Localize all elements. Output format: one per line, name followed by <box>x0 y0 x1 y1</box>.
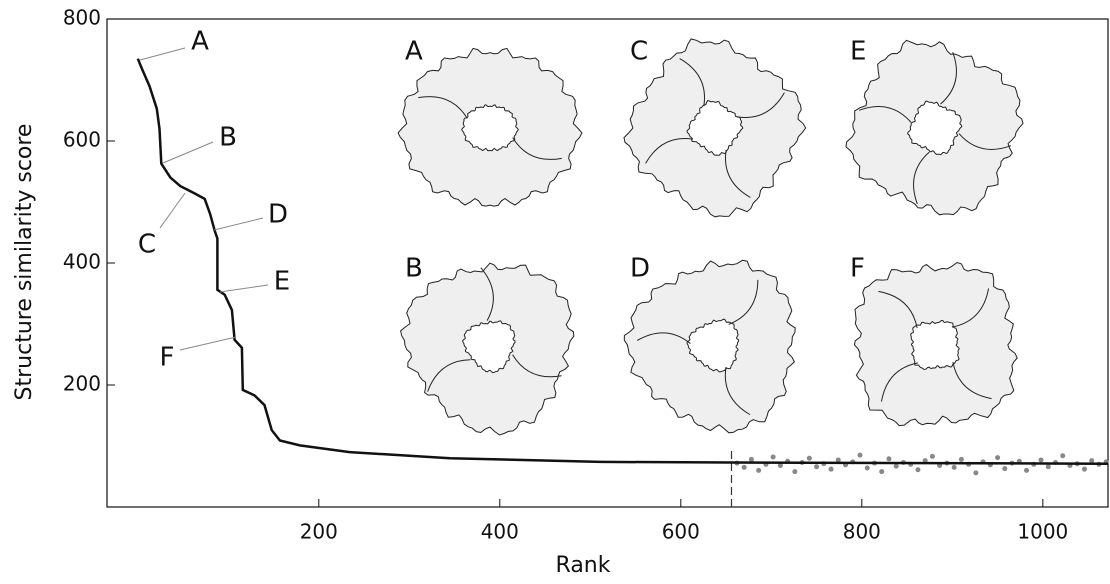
inset-shape <box>845 39 1024 216</box>
scatter-point <box>777 463 783 469</box>
inset-divider <box>952 361 992 400</box>
scatter-point <box>1081 466 1087 472</box>
inset-divider <box>736 92 785 118</box>
inset-shape <box>853 261 1018 427</box>
scatter-point <box>864 465 870 471</box>
scatter-point <box>1002 466 1008 472</box>
x-tick-label: 1000 <box>1017 520 1068 544</box>
y-axis-label: Structure similarity score <box>12 124 37 401</box>
annotation-label: A <box>191 27 209 57</box>
x-axis-label: Rank <box>556 553 611 578</box>
scatter-point <box>951 464 957 470</box>
inset-divider <box>951 288 990 328</box>
score-curve <box>136 58 1109 465</box>
scatter-point <box>973 470 979 476</box>
inset-divider <box>418 96 468 119</box>
inset-divider <box>728 279 759 325</box>
inset-divider <box>725 149 751 198</box>
annotation-label: D <box>268 200 288 230</box>
inset-divider <box>512 137 562 160</box>
inset-label: C <box>630 37 648 67</box>
scatter-point <box>929 453 935 459</box>
inset-divider <box>940 51 957 105</box>
inset-divider <box>636 332 691 344</box>
scatter-point <box>1045 464 1051 470</box>
scatter-point <box>915 467 921 473</box>
annotation-label: E <box>274 267 290 297</box>
x-tick-label: 600 <box>662 520 700 544</box>
inset-divider <box>427 359 471 392</box>
inset-divider <box>679 58 705 107</box>
x-tick-label: 800 <box>843 520 881 544</box>
scatter-point <box>1089 458 1095 464</box>
inset-divider <box>480 267 494 321</box>
inset-divider <box>645 138 694 164</box>
y-tick-label: 200 <box>63 372 101 396</box>
scatter-point <box>828 466 834 472</box>
inset-label: B <box>405 254 423 284</box>
scatter-point <box>879 469 885 475</box>
annotation-leader <box>219 284 269 293</box>
scatter-point <box>770 454 776 460</box>
inset-shape <box>400 262 575 436</box>
scatter-point <box>1038 457 1044 463</box>
inset-divider <box>878 290 918 329</box>
inset-divider <box>913 151 930 205</box>
y-tick-label: 600 <box>63 128 101 152</box>
scatter-point <box>857 452 863 458</box>
scatter-point <box>741 464 747 470</box>
scatter-point <box>1060 453 1066 459</box>
inset-shape <box>623 259 796 434</box>
scatter-point <box>792 469 798 475</box>
x-tick-label: 400 <box>481 520 519 544</box>
y-tick-label: 400 <box>63 250 101 274</box>
annotation-label: C <box>138 230 156 260</box>
scatter-point <box>893 463 899 469</box>
scatter-point <box>748 456 754 462</box>
x-tick-label: 200 <box>300 520 338 544</box>
scatter-point <box>835 457 841 463</box>
scatter-point <box>814 464 820 470</box>
annotation-leader <box>179 336 237 351</box>
annotation-leader <box>162 141 214 164</box>
inset-label: A <box>405 37 423 67</box>
scatter-point <box>806 455 812 461</box>
inset-divider <box>880 362 919 402</box>
scatter-point <box>958 456 964 462</box>
scatter-point <box>886 456 892 462</box>
scatter-point <box>995 455 1001 461</box>
scatter-point <box>756 467 762 473</box>
inset-divider <box>958 133 1012 150</box>
inset-divider <box>724 366 751 416</box>
annotation-label: B <box>219 123 237 153</box>
inset-label: D <box>630 254 650 284</box>
inset-shape <box>623 38 807 218</box>
inset-label: F <box>850 254 865 284</box>
inset-shape <box>397 47 583 207</box>
inset-divider <box>858 106 912 123</box>
annotation-leader <box>213 217 264 231</box>
annotation-leader <box>159 192 186 229</box>
scatter-point <box>1024 467 1030 473</box>
annotation-label: F <box>160 343 175 373</box>
inset-label: E <box>850 37 866 67</box>
annotation-leader <box>139 47 186 61</box>
inset-divider <box>512 354 562 378</box>
y-tick-label: 800 <box>63 6 101 30</box>
